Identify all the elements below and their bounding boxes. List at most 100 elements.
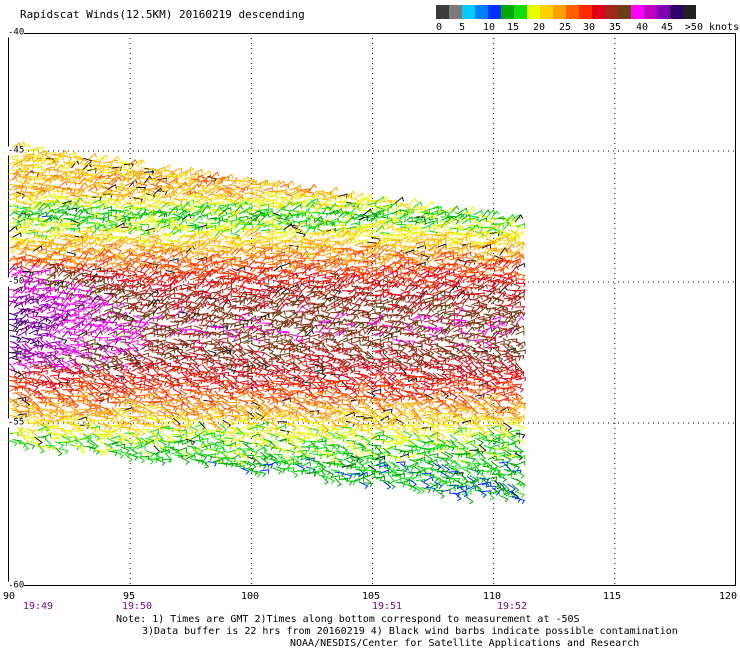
wind-barb (83, 174, 94, 180)
wind-barb (49, 295, 59, 301)
wind-barb (116, 329, 126, 337)
wind-barb (12, 360, 22, 365)
wind-barb (45, 413, 55, 422)
wind-barb (36, 268, 46, 274)
wind-barb (115, 374, 126, 381)
wind-barb (82, 214, 92, 222)
wind-barb (124, 453, 133, 463)
wind-barb (148, 243, 157, 253)
wind-barb (24, 289, 34, 295)
wind-barb (83, 310, 92, 320)
wind-barb (79, 157, 89, 165)
wind-barb (29, 309, 39, 317)
wind-barb (102, 309, 113, 317)
map-title: Rapidscat Winds(12.5KM) 20160219 descend… (20, 8, 305, 21)
wind-barb (108, 219, 118, 227)
wind-barb (78, 299, 88, 308)
wind-barb (119, 297, 129, 304)
wind-barb (123, 324, 133, 329)
wind-barb (144, 280, 154, 289)
wind-barb (32, 156, 42, 164)
wind-barb (16, 255, 26, 261)
wind-barb (111, 169, 121, 175)
wind-barb (98, 190, 108, 199)
wind-barb (17, 181, 27, 188)
wind-barb (153, 208, 162, 217)
wind-barb (104, 393, 114, 398)
wind-barb (25, 260, 36, 268)
wind-barb (78, 294, 89, 300)
wind-barb (12, 187, 23, 192)
wind-barb (95, 286, 106, 294)
wind-barb (74, 335, 84, 342)
wind-barb (62, 173, 71, 182)
wind-barb (157, 212, 168, 218)
wind-barb (144, 245, 155, 251)
wind-barb (91, 446, 101, 455)
wind-barb (21, 441, 30, 451)
wind-barb (98, 448, 109, 457)
wind-barb (144, 171, 155, 176)
wind-barb (42, 408, 53, 416)
wind-barb (108, 338, 118, 344)
wind-barb (103, 429, 114, 437)
wind-barb (148, 173, 158, 181)
wind-barb (94, 330, 104, 339)
wind-barb (145, 316, 155, 324)
wind-barb (145, 311, 155, 318)
wind-barb (108, 169, 118, 175)
wind-barb (33, 418, 42, 428)
wind-barb (78, 399, 89, 405)
wind-barb (95, 203, 105, 209)
wind-barb (116, 369, 126, 378)
wind-barb (112, 186, 121, 195)
wind-barb (75, 215, 85, 221)
wind-barb (124, 173, 134, 181)
wind-barb (87, 375, 97, 383)
wind-barb (73, 361, 83, 370)
wind-barb (87, 242, 98, 247)
wind-barb (59, 427, 68, 437)
wind-barb (116, 413, 126, 421)
wind-barb (66, 403, 76, 409)
wind-barb (136, 186, 146, 192)
wind-barb (25, 337, 36, 344)
wind-barb (24, 325, 34, 333)
wind-barb (128, 441, 139, 448)
wind-barb (124, 211, 134, 218)
wind-barb (153, 187, 163, 195)
legend-color-swatch (449, 5, 462, 19)
wind-barb (8, 439, 18, 447)
wind-barb (91, 255, 102, 261)
wind-barb (24, 295, 35, 301)
wind-barb (148, 227, 158, 233)
wind-barb (63, 218, 74, 223)
wind-barb (58, 258, 68, 267)
wind-barb (50, 316, 60, 325)
wind-barb (8, 177, 18, 182)
wind-barb (53, 217, 64, 224)
wind-barb (37, 390, 46, 400)
wind-barb (132, 170, 142, 179)
wind-barb (12, 160, 23, 166)
wind-barb (132, 225, 141, 235)
wind-barb (124, 302, 134, 309)
wind-barb (77, 219, 88, 227)
wind-barb (58, 325, 68, 333)
wind-barb (107, 430, 117, 436)
wind-barb (8, 398, 18, 404)
wind-barb (24, 258, 34, 267)
wind-barb (140, 368, 150, 374)
wind-barb (20, 298, 30, 305)
wind-barb (128, 174, 138, 182)
wind-barb (98, 237, 108, 246)
wind-barb (50, 346, 60, 355)
wind-barb (139, 437, 149, 446)
wind-barb (12, 398, 20, 408)
wind-barb (58, 342, 68, 351)
wind-barb (144, 255, 154, 262)
wind-barb (12, 189, 23, 197)
wind-barb (40, 204, 51, 211)
wind-barb (29, 363, 39, 369)
wind-barb (34, 250, 44, 257)
